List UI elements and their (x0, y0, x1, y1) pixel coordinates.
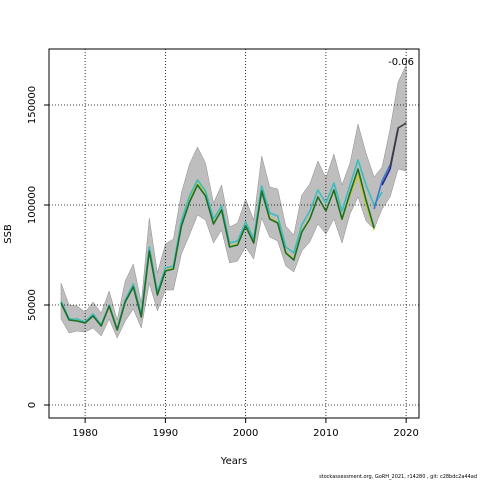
confidence-band-layer (60, 64, 407, 339)
confidence-band (60, 64, 407, 339)
mohns-rho-annotation: -0.06 (388, 57, 414, 68)
x-tick-label-2000: 2000 (233, 428, 258, 439)
y-tick-label-100000: 100000 (27, 186, 38, 224)
y-axis-title: SSB (3, 224, 14, 244)
plot-frame (48, 48, 420, 419)
x-axis-title: Years (220, 456, 247, 467)
y-tick-label-0: 0 (27, 402, 38, 408)
y-axis: 0 50000 100000 150000 (27, 86, 49, 408)
x-tick-label-2010: 2010 (313, 428, 338, 439)
series-line-6 (60, 168, 375, 331)
x-tick-label-2020: 2020 (393, 428, 418, 439)
series-layer (60, 122, 407, 331)
y-tick-label-50000: 50000 (27, 289, 38, 321)
footer-credit: stockassessment.org, GoRH_2021, r14280 ,… (319, 474, 477, 480)
x-tick-label-1980: 1980 (72, 428, 97, 439)
series-line-3 (373, 164, 391, 210)
x-tick-label-1990: 1990 (153, 428, 178, 439)
y-tick-label-150000: 150000 (27, 86, 38, 124)
series-line-5 (389, 122, 407, 168)
x-axis: 1980 1990 2000 2010 2020 (72, 418, 419, 439)
